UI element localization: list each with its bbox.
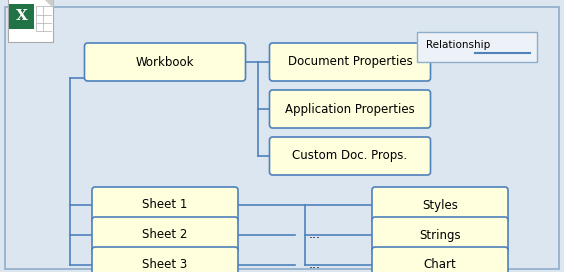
FancyBboxPatch shape: [417, 32, 537, 62]
FancyBboxPatch shape: [270, 43, 430, 81]
FancyBboxPatch shape: [372, 217, 508, 253]
FancyBboxPatch shape: [270, 90, 430, 128]
FancyBboxPatch shape: [9, 4, 34, 29]
Text: Sheet 1: Sheet 1: [142, 199, 188, 212]
Text: Document Properties: Document Properties: [288, 55, 412, 69]
Text: Application Properties: Application Properties: [285, 103, 415, 116]
Text: ...: ...: [309, 228, 321, 242]
Polygon shape: [43, 0, 53, 7]
Text: Styles: Styles: [422, 199, 458, 212]
Text: Relationship: Relationship: [426, 40, 490, 50]
Text: ...: ...: [309, 258, 321, 271]
Text: Workbook: Workbook: [136, 55, 194, 69]
Text: Strings: Strings: [419, 228, 461, 242]
FancyBboxPatch shape: [372, 187, 508, 223]
Text: Custom Doc. Props.: Custom Doc. Props.: [293, 150, 408, 162]
Text: Sheet 2: Sheet 2: [142, 228, 188, 242]
Text: Sheet 3: Sheet 3: [142, 258, 188, 271]
Text: Chart: Chart: [424, 258, 456, 271]
Text: X: X: [15, 9, 27, 23]
FancyBboxPatch shape: [270, 137, 430, 175]
FancyBboxPatch shape: [92, 187, 238, 223]
FancyBboxPatch shape: [92, 217, 238, 253]
FancyBboxPatch shape: [92, 247, 238, 272]
FancyBboxPatch shape: [5, 7, 559, 269]
FancyBboxPatch shape: [85, 43, 245, 81]
FancyBboxPatch shape: [372, 247, 508, 272]
FancyBboxPatch shape: [8, 0, 53, 42]
